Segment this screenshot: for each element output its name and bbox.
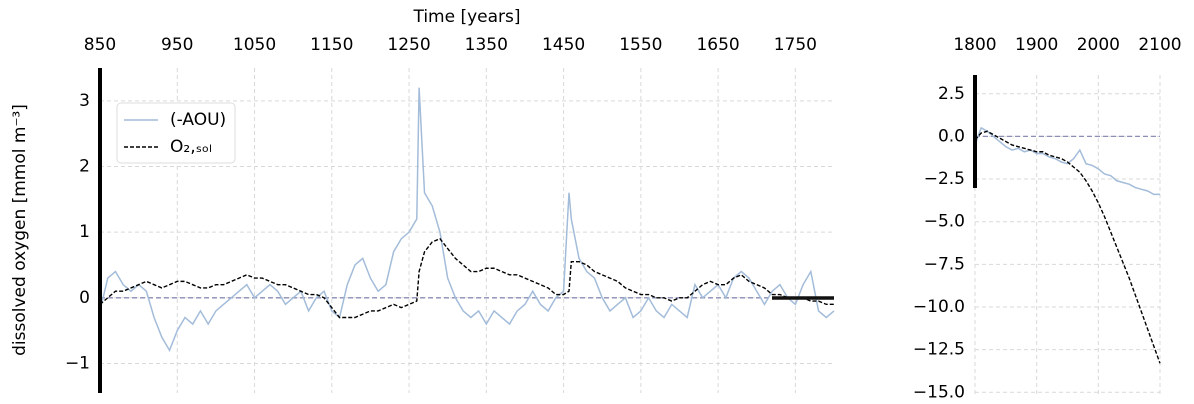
y-tick-label: −15.0 [913, 382, 965, 402]
x-tick-label: 1450 [542, 35, 585, 55]
x-tick-label: 1050 [233, 35, 276, 55]
x-tick-label: 1900 [1015, 35, 1058, 55]
y-tick-label: 0.0 [938, 126, 965, 146]
y-tick-label: 2.5 [938, 84, 965, 104]
data-line [974, 130, 1161, 364]
y-tick-label: −5.0 [924, 212, 965, 232]
legend-label: O₂,ₛₒₗ [170, 137, 212, 157]
x-tick-label: 1800 [953, 35, 996, 55]
x-axis-title: Time [years] [412, 7, 520, 27]
y-axis-title: dissolved oxygen [mmol m⁻³] [10, 104, 30, 356]
x-tick-label: 1650 [696, 35, 739, 55]
y-tick-label: 2 [79, 156, 90, 176]
data-line [99, 237, 834, 319]
data-line [99, 87, 835, 353]
data-line [974, 126, 1160, 196]
x-tick-label: 950 [161, 35, 193, 55]
legend: (-AOU) O₂,ₛₒₗ [116, 102, 236, 164]
legend-box [116, 102, 236, 164]
legend-label: (-AOU) [170, 110, 226, 130]
y-tick-label: 3 [79, 91, 90, 111]
x-tick-label: 1250 [387, 35, 430, 55]
y-tick-label: −7.5 [924, 254, 965, 274]
y-tick-label: 1 [79, 222, 90, 242]
x-tick-label: 2100 [1138, 35, 1181, 55]
x-tick-label: 1550 [619, 35, 662, 55]
x-tick-label: 1150 [310, 35, 353, 55]
y-tick-label: −10.0 [913, 297, 965, 317]
x-tick-label: 850 [84, 35, 116, 55]
x-tick-label: 2000 [1077, 35, 1120, 55]
y-tick-label: −1 [65, 353, 90, 373]
y-tick-label: 0 [79, 288, 90, 308]
x-tick-label: 1350 [465, 35, 508, 55]
x-tick-label: 1750 [774, 35, 817, 55]
y-tick-label: −2.5 [924, 169, 965, 189]
y-tick-label: −12.5 [913, 340, 965, 360]
